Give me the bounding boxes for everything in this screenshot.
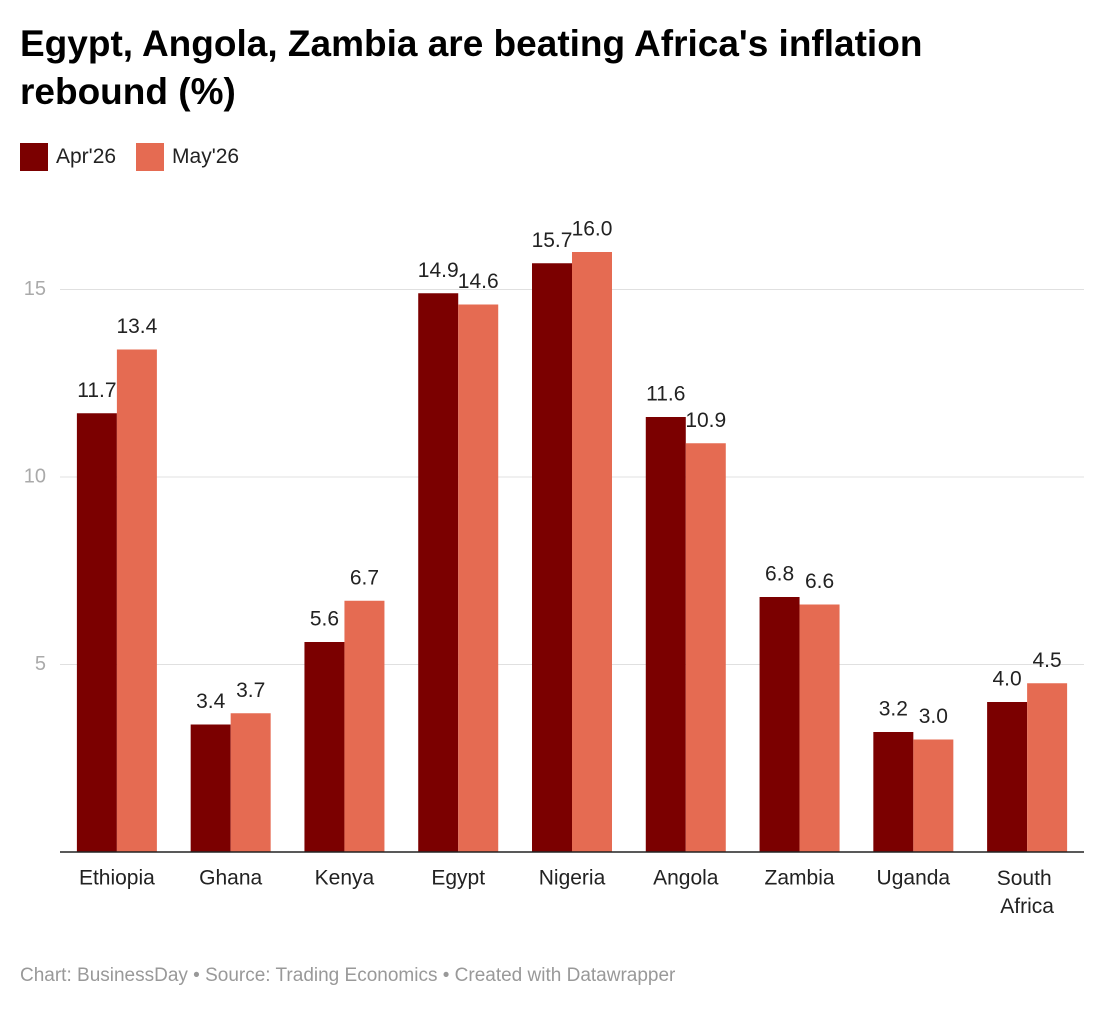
bar <box>987 702 1028 852</box>
legend-item: May'26 <box>136 143 239 171</box>
bar <box>759 597 800 852</box>
value-label: 6.6 <box>805 570 834 593</box>
legend-swatch <box>20 143 48 171</box>
bar <box>1027 683 1068 852</box>
value-label: 15.7 <box>532 229 573 252</box>
bar <box>913 739 954 852</box>
bar <box>304 642 345 852</box>
value-label: 6.8 <box>765 563 794 586</box>
bar <box>799 604 840 852</box>
value-label: 14.6 <box>458 270 499 293</box>
bar <box>532 263 572 852</box>
y-tick-label: 10 <box>24 465 46 487</box>
bar <box>344 600 385 852</box>
bar <box>230 713 271 852</box>
x-tick-label: Nigeria <box>539 867 606 890</box>
x-tick-label: Kenya <box>315 867 375 890</box>
x-tick-label: Ghana <box>199 867 262 890</box>
bar <box>685 443 726 852</box>
chart-title: Egypt, Angola, Zambia are beating Africa… <box>20 23 923 112</box>
legend-label: May'26 <box>172 145 240 168</box>
chart: 5 10 15 Ethiopia 11.7 13.4 Ghana 3.4 3.7 Kenya 5.6… <box>24 218 1084 918</box>
bar <box>873 732 914 852</box>
x-tick-label: South Africa <box>997 867 1058 918</box>
x-tick-label: Uganda <box>877 867 951 890</box>
value-label: 5.6 <box>310 608 339 631</box>
bar <box>418 293 459 852</box>
value-label: 13.4 <box>116 315 157 338</box>
bar <box>645 417 686 852</box>
value-label: 4.5 <box>1033 649 1062 672</box>
value-label: 3.7 <box>236 679 265 702</box>
value-label: 14.9 <box>418 259 459 282</box>
legend-label: Apr'26 <box>56 145 117 168</box>
value-label: 11.6 <box>646 383 685 406</box>
value-label: 16.0 <box>572 218 613 241</box>
value-label: 3.0 <box>919 705 948 728</box>
footer: Chart: BusinessDay • Source: Trading Eco… <box>20 965 676 986</box>
bar <box>116 349 157 852</box>
legend-item: Apr'26 <box>20 143 116 171</box>
y-tick-label: 15 <box>24 278 46 300</box>
bar <box>190 724 231 852</box>
value-label: 4.0 <box>993 668 1022 691</box>
bar <box>458 304 499 852</box>
x-tick-label: Angola <box>653 867 719 890</box>
value-label: 3.2 <box>879 698 908 721</box>
bar <box>572 252 612 852</box>
bar <box>76 413 117 852</box>
legend-swatch <box>136 143 165 171</box>
x-tick-label: Ethiopia <box>79 867 155 890</box>
value-label: 10.9 <box>685 409 726 432</box>
value-label: 6.7 <box>350 566 379 589</box>
x-tick-label: Egypt <box>431 867 485 890</box>
value-label: 11.7 <box>77 379 116 402</box>
y-tick-label: 5 <box>35 653 46 675</box>
value-label: 3.4 <box>196 690 226 713</box>
x-tick-label: Zambia <box>765 867 835 890</box>
legend: Apr'26 May'26 <box>20 143 239 171</box>
